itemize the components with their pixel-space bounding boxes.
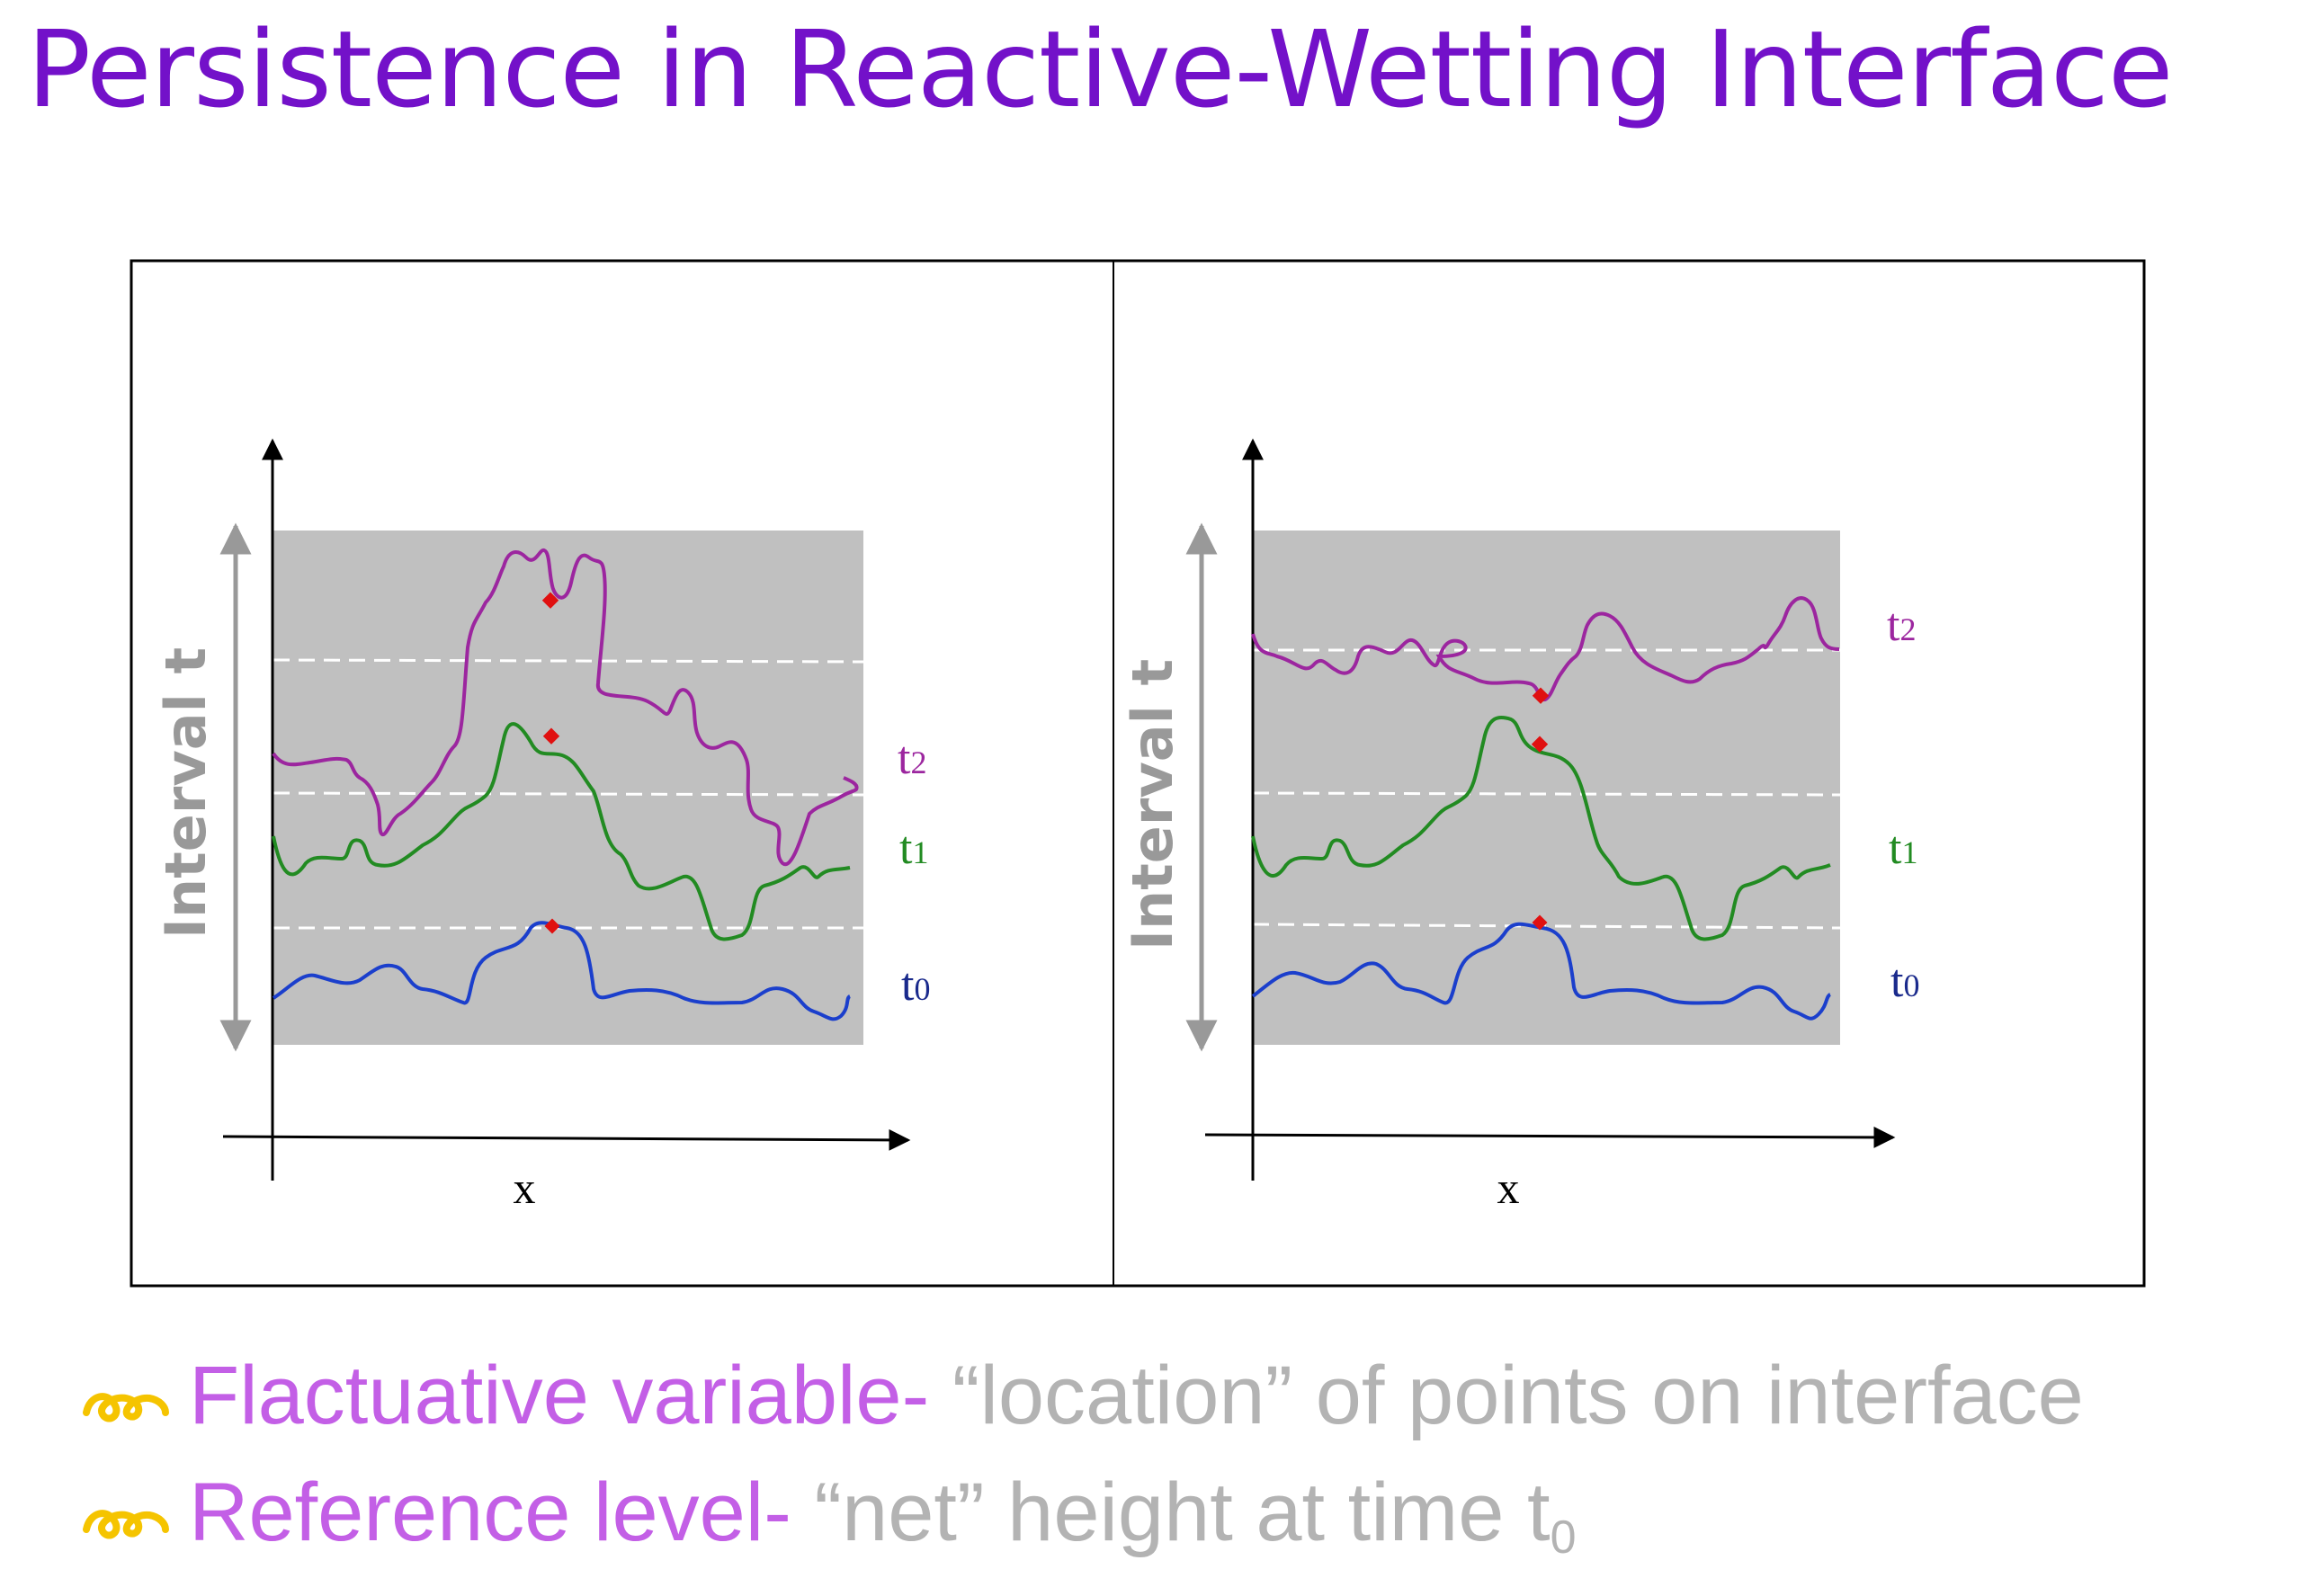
bullet-item: Flactuative variable- “location” of poin… (81, 1349, 2084, 1449)
marker-t2 (1532, 687, 1550, 704)
x-axis-label: x (1497, 1163, 1520, 1213)
page-title: Persistence in Reactive-Wetting Interfac… (27, 7, 2173, 131)
label-t1: t1 (899, 823, 928, 874)
panel-left: Interval t x t2 t1 t0 (153, 438, 930, 1213)
marker-t1 (1531, 736, 1549, 753)
label-t1: t1 (1889, 823, 1917, 874)
figure-frame (130, 259, 2146, 1288)
swirl-bullet-icon (81, 1354, 189, 1449)
bullet-item: Reference level- “net” height at time t0 (81, 1466, 1577, 1565)
bullet-term: Flactuative variable- (189, 1350, 930, 1441)
curve-t0 (1251, 922, 1832, 1021)
swirl-bullet-icon (81, 1471, 189, 1565)
curve-t0 (272, 921, 852, 1021)
ref-line-1 (1252, 791, 1841, 797)
curve-t2 (1251, 596, 1840, 702)
y-axis-label: Interval t (1120, 659, 1185, 950)
shaded-region (1253, 531, 1840, 1045)
label-t2: t2 (898, 733, 926, 784)
marker-t0 (544, 918, 560, 934)
bullet-term: Reference level- (189, 1467, 791, 1558)
bullet-subscript: 0 (1550, 1511, 1577, 1564)
bullet-description: “net” height at time t (791, 1467, 1551, 1558)
y-axis-label: Interval t (153, 647, 219, 939)
ref-line-0 (1252, 923, 1841, 930)
marker-t1 (542, 727, 560, 745)
x-axis (1204, 1126, 1896, 1148)
x-axis (222, 1128, 911, 1151)
curve-t2 (272, 548, 859, 867)
curve-t1 (1251, 715, 1831, 941)
bullet-description: “location” of points on interface (929, 1350, 2084, 1441)
panel-right: Interval t x t2 t1 t0 (1120, 438, 1919, 1213)
curve-t1 (272, 722, 851, 941)
ref-line-2 (273, 658, 864, 664)
shaded-region (273, 531, 863, 1045)
marker-t2 (541, 592, 559, 609)
marker-t0 (1532, 914, 1548, 931)
ref-line-1 (273, 791, 864, 797)
label-t0: t0 (901, 959, 930, 1011)
x-axis-label: x (514, 1163, 536, 1213)
label-t2: t2 (1887, 600, 1916, 651)
label-t0: t0 (1890, 956, 1919, 1007)
